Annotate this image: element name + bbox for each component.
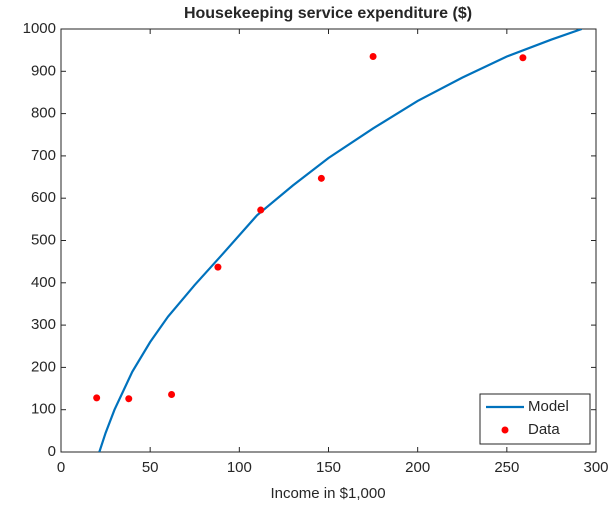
y-tick-label: 800 (31, 105, 56, 122)
legend-box (479, 393, 591, 445)
y-tick-label: 200 (31, 358, 56, 375)
y-tick-label: 300 (31, 316, 56, 333)
y-tick-label: 0 (48, 443, 56, 460)
data-point (317, 174, 325, 182)
y-tick-label: 1000 (23, 20, 56, 37)
x-tick-label: 200 (405, 459, 430, 476)
data-point (168, 390, 176, 398)
chart-title: Housekeeping service expenditure ($) (184, 5, 472, 22)
data-point (369, 52, 377, 60)
legend-swatch (501, 426, 509, 434)
x-tick-label: 0 (57, 459, 65, 476)
y-tick-label: 400 (31, 274, 56, 291)
x-tick-label: 150 (316, 459, 341, 476)
data-point (125, 395, 133, 403)
y-tick-label: 700 (31, 147, 56, 164)
plot-area (60, 28, 597, 453)
x-tick-label: 100 (227, 459, 252, 476)
model-line (98, 29, 583, 452)
x-tick-label: 50 (142, 459, 159, 476)
data-point (519, 54, 527, 62)
data-point (93, 394, 101, 402)
legend-label: Data (528, 421, 560, 438)
x-tick-label: 250 (494, 459, 519, 476)
data-point (257, 206, 265, 214)
y-tick-label: 100 (31, 401, 56, 418)
y-tick-label: 600 (31, 189, 56, 206)
data-point (214, 263, 222, 271)
x-axis-label: Income in $1,000 (270, 485, 385, 502)
legend-label: Model (528, 398, 569, 415)
x-tick-label: 300 (583, 459, 608, 476)
y-tick-label: 500 (31, 231, 56, 248)
y-tick-label: 900 (31, 62, 56, 79)
